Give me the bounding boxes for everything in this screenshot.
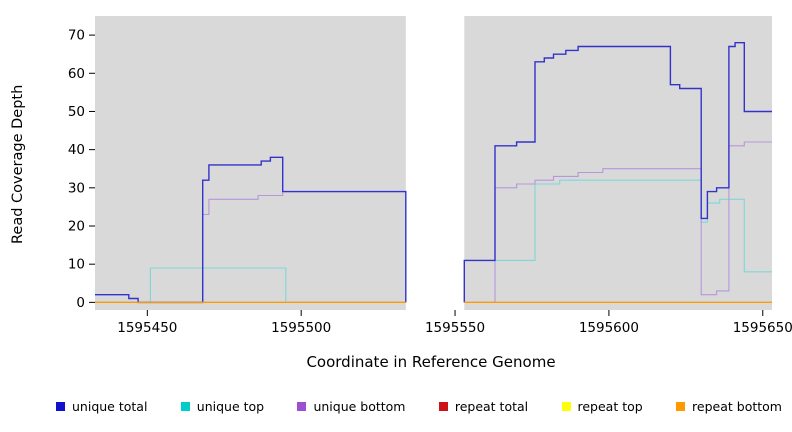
legend-label-repeat-bottom: repeat bottom [692,399,782,414]
series-line-unique-bottom [464,141,772,303]
legend-item-repeat-total: repeat total [438,399,529,414]
x-tick-label: 1595600 [579,320,639,336]
legend-item-unique-total: unique total [56,399,147,414]
chart-legend: unique total unique top unique bottom repea… [0,399,792,414]
coverage-chart: 0 10 20 30 40 50 60 70 1595450 1595500 1595550 1595… [68,16,792,336]
y-tick-label: 70 [68,28,85,44]
x-tick-label: 1595500 [271,320,331,336]
legend-label-unique-total: unique total [72,399,148,414]
series-line-unique-total [463,42,772,303]
legend-label-unique-bottom: unique bottom [313,399,406,414]
y-tick-label: 0 [76,295,85,311]
legend-label-repeat-top: repeat top [577,399,643,414]
legend-swatch-repeat-bottom [676,402,686,411]
y-tick-label: 20 [68,219,85,235]
y-axis-label: Read Coverage Depth [10,84,26,244]
y-tick-label: 40 [68,142,85,158]
legend-item-repeat-bottom: repeat bottom [676,399,782,414]
x-tick-label: 1595550 [425,320,485,336]
y-tick-label: 10 [68,257,85,273]
legend-label-repeat-total: repeat total [454,399,529,414]
masked-region [405,16,465,310]
x-tick-label: 1595450 [117,320,177,336]
legend-item-repeat-top: repeat top [561,399,643,414]
x-tick-label: 1595650 [733,320,792,336]
x-axis-label: Coordinate in Reference Genome [306,353,556,371]
y-tick-label: 60 [68,66,85,82]
legend-swatch-unique-total [56,402,65,411]
legend-label-unique-top: unique top [196,399,265,414]
legend-swatch-repeat-top [561,402,571,411]
series-line-unique-total [95,156,407,304]
legend-swatch-unique-top [180,402,190,411]
legend-item-unique-bottom: unique bottom [297,399,406,414]
y-tick-label: 50 [68,104,85,120]
legend-item-unique-top: unique top [180,399,265,414]
legend-swatch-repeat-total [438,402,448,411]
y-tick-label: 30 [68,180,85,196]
legend-swatch-unique-bottom [297,402,307,411]
